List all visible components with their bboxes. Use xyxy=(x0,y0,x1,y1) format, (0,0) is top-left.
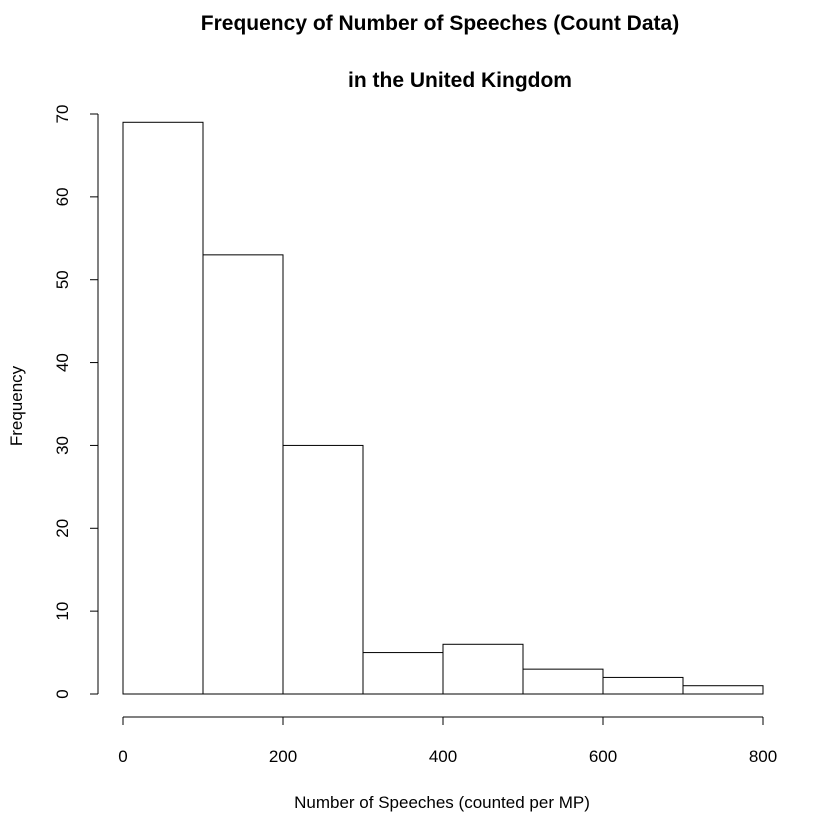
y-axis-label: Frequency xyxy=(7,365,26,446)
chart-title-line-2: in the United Kingdom xyxy=(348,69,572,92)
y-tick-label-5: 50 xyxy=(53,270,72,289)
y-tick-label-6: 60 xyxy=(53,187,72,206)
x-tick-label-2: 400 xyxy=(429,747,457,766)
y-tick-label-0: 0 xyxy=(53,689,72,698)
histogram-bar-2 xyxy=(282,444,364,695)
chart-title-line-1: Frequency of Number of Speeches (Count D… xyxy=(201,12,679,35)
y-tick-label-4: 40 xyxy=(53,353,72,372)
histogram-bar-7 xyxy=(682,685,764,695)
x-tick-label-4: 800 xyxy=(749,747,777,766)
histogram-bar-4 xyxy=(442,643,524,695)
y-tick-label-1: 10 xyxy=(53,602,72,621)
bars-group xyxy=(122,121,764,695)
histogram-bar-5 xyxy=(522,668,604,695)
y-tick-label-7: 70 xyxy=(53,105,72,124)
histogram-bar-3 xyxy=(362,652,444,695)
x-axis: 0 200 400 600 800 xyxy=(118,716,777,766)
y-tick-label-2: 20 xyxy=(53,519,72,538)
histogram-bar-1 xyxy=(202,254,284,695)
x-tick-label-3: 600 xyxy=(589,747,617,766)
histogram-bar-0 xyxy=(122,121,204,695)
x-axis-label: Number of Speeches (counted per MP) xyxy=(294,793,590,812)
x-tick-label-0: 0 xyxy=(118,747,127,766)
x-tick-label-1: 200 xyxy=(269,747,297,766)
y-tick-label-3: 30 xyxy=(53,436,72,455)
y-axis: 0 10 20 30 40 50 60 70 xyxy=(53,105,99,699)
histogram-bar-6 xyxy=(602,676,684,695)
